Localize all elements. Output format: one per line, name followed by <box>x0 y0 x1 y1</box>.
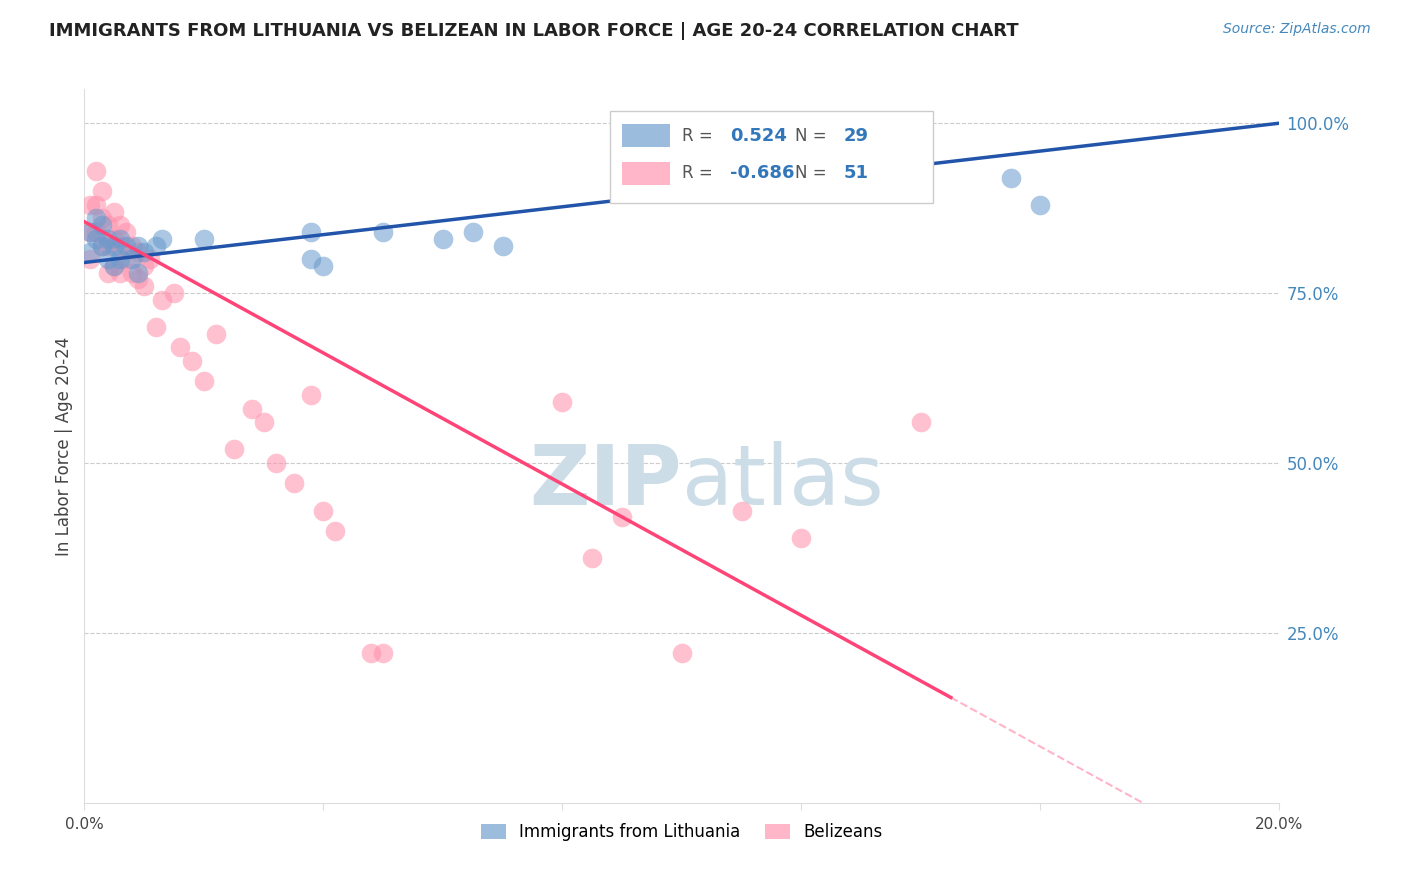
Point <box>103 204 125 219</box>
Point <box>132 279 156 293</box>
Text: IMMIGRANTS FROM LITHUANIA VS BELIZEAN IN LABOR FORCE | AGE 20-24 CORRELATION CHA: IMMIGRANTS FROM LITHUANIA VS BELIZEAN IN… <box>49 22 1019 40</box>
Point <box>97 218 120 232</box>
Text: N =: N = <box>796 164 832 182</box>
Point <box>205 326 228 341</box>
Point <box>1000 170 1022 185</box>
Point <box>86 211 108 226</box>
Point <box>86 232 108 246</box>
Point <box>86 163 108 178</box>
Point <box>139 252 162 266</box>
Point <box>79 245 101 260</box>
Point <box>110 232 132 246</box>
Point <box>461 225 484 239</box>
Text: 29: 29 <box>844 127 869 145</box>
Point <box>181 354 204 368</box>
Point <box>193 375 215 389</box>
Legend: Immigrants from Lithuania, Belizeans: Immigrants from Lithuania, Belizeans <box>474 817 890 848</box>
Point <box>91 238 114 252</box>
Point <box>671 646 693 660</box>
Point <box>283 476 305 491</box>
Point <box>612 510 634 524</box>
Point <box>79 225 101 239</box>
Point <box>115 238 138 252</box>
Point <box>163 286 186 301</box>
Point <box>97 238 120 252</box>
Point <box>132 259 156 273</box>
Text: ZIP: ZIP <box>530 442 682 522</box>
Point <box>264 456 287 470</box>
Point <box>145 320 167 334</box>
Point <box>551 394 574 409</box>
Text: R =: R = <box>682 127 718 145</box>
Text: 51: 51 <box>844 164 869 182</box>
Point <box>193 232 215 246</box>
Point <box>325 524 347 538</box>
Point <box>103 259 125 273</box>
FancyBboxPatch shape <box>623 162 671 185</box>
Point <box>127 266 149 280</box>
FancyBboxPatch shape <box>610 111 934 203</box>
Point <box>97 252 120 266</box>
Point <box>132 245 156 260</box>
Point <box>581 551 603 566</box>
Point <box>103 259 125 273</box>
Point <box>121 266 143 280</box>
Point <box>127 272 149 286</box>
Point <box>97 232 120 246</box>
Text: Source: ZipAtlas.com: Source: ZipAtlas.com <box>1223 22 1371 37</box>
Point <box>91 211 114 226</box>
Point <box>121 252 143 266</box>
Point <box>150 293 173 307</box>
Point <box>253 415 276 429</box>
Point <box>312 503 335 517</box>
Point <box>91 218 114 232</box>
Point <box>301 225 323 239</box>
Point <box>1029 198 1052 212</box>
Point <box>91 184 114 198</box>
Point <box>432 232 454 246</box>
Point <box>373 225 395 239</box>
Point <box>127 245 149 260</box>
Point <box>110 218 132 232</box>
Point <box>150 232 173 246</box>
Point <box>86 198 108 212</box>
Point <box>110 266 132 280</box>
Point <box>910 415 932 429</box>
Point <box>240 401 263 416</box>
Point <box>301 252 323 266</box>
Point <box>373 646 395 660</box>
Point <box>79 225 101 239</box>
Point <box>79 252 101 266</box>
Point <box>360 646 382 660</box>
Text: 0.524: 0.524 <box>730 127 786 145</box>
Y-axis label: In Labor Force | Age 20-24: In Labor Force | Age 20-24 <box>55 336 73 556</box>
Point <box>127 238 149 252</box>
FancyBboxPatch shape <box>623 124 671 147</box>
Point <box>103 238 125 252</box>
Point <box>145 238 167 252</box>
Point <box>115 225 138 239</box>
Point <box>91 238 114 252</box>
Text: -0.686: -0.686 <box>730 164 794 182</box>
Point <box>86 225 108 239</box>
Point <box>492 238 515 252</box>
Text: N =: N = <box>796 127 832 145</box>
Point <box>110 238 132 252</box>
Text: R =: R = <box>682 164 718 182</box>
Point <box>79 198 101 212</box>
Point <box>169 341 191 355</box>
Point <box>97 266 120 280</box>
Point <box>312 259 335 273</box>
Point <box>731 503 754 517</box>
Point <box>301 388 323 402</box>
Point <box>110 252 132 266</box>
Text: atlas: atlas <box>682 442 883 522</box>
Point <box>222 442 245 457</box>
Point <box>790 531 813 545</box>
Point <box>103 232 125 246</box>
Point <box>121 238 143 252</box>
Point <box>115 252 138 266</box>
